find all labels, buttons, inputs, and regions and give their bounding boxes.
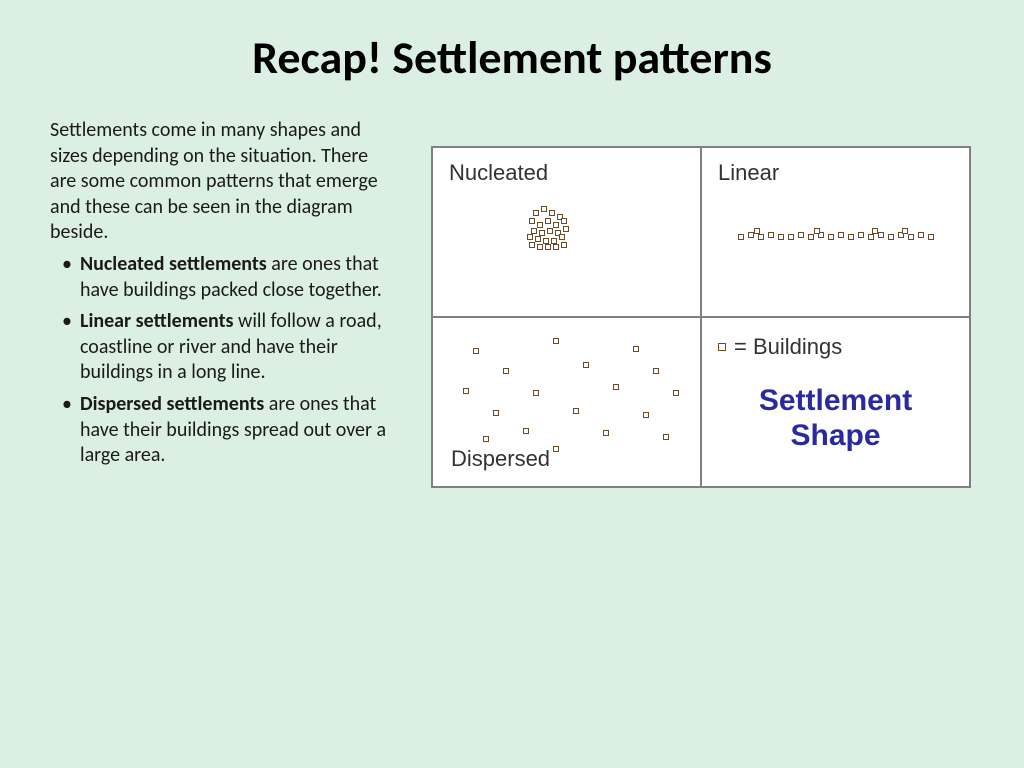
- building-icon: [888, 234, 894, 240]
- cell-nucleated: Nucleated: [432, 147, 701, 317]
- building-icon: [878, 232, 884, 238]
- building-icon: [858, 232, 864, 238]
- building-icon: [603, 430, 609, 436]
- building-icon: [463, 388, 469, 394]
- building-icon: [541, 206, 547, 212]
- bullet-item: Dispersed settlements are ones that have…: [80, 392, 395, 469]
- text-column: Settlements come in many shapes and size…: [50, 118, 395, 475]
- diagram-title: Settlement Shape: [718, 384, 953, 453]
- building-icon: [738, 234, 744, 240]
- building-icon: [559, 234, 565, 240]
- building-icon: [527, 234, 533, 240]
- building-icon: [754, 228, 760, 234]
- building-icon: [872, 228, 878, 234]
- building-icon: [535, 236, 541, 242]
- building-icon: [545, 244, 551, 250]
- bullet-item: Linear settlements will follow a road, c…: [80, 309, 395, 386]
- building-icon: [838, 232, 844, 238]
- bullet-bold: Nucleated settlements: [80, 252, 267, 276]
- cell-dispersed: Dispersed: [432, 317, 701, 487]
- building-icon: [673, 390, 679, 396]
- building-icon: [561, 218, 567, 224]
- building-icon: [583, 362, 589, 368]
- building-icon: [928, 234, 934, 240]
- building-icon: [533, 210, 539, 216]
- building-icon: [483, 436, 489, 442]
- building-icon: [549, 210, 555, 216]
- building-icon: [553, 446, 559, 452]
- building-icon: [613, 384, 619, 390]
- bullet-bold: Linear settlements: [80, 309, 234, 333]
- building-icon: [573, 408, 579, 414]
- building-icon: [808, 234, 814, 240]
- building-icon: [533, 390, 539, 396]
- building-icon: [545, 218, 551, 224]
- building-icon: [529, 218, 535, 224]
- building-icon: [908, 234, 914, 240]
- building-icon: [918, 232, 924, 238]
- building-icon: [643, 412, 649, 418]
- building-icon: [473, 348, 479, 354]
- linear-shape: [702, 148, 969, 316]
- building-icon: [798, 232, 804, 238]
- intro-paragraph: Settlements come in many shapes and size…: [50, 118, 395, 246]
- cell-linear: Linear: [701, 147, 970, 317]
- bullet-list: Nucleated settlements are ones that have…: [50, 252, 395, 469]
- building-icon: [547, 228, 553, 234]
- building-icon: [653, 368, 659, 374]
- slide-title: Recap! Settlement patterns: [50, 30, 974, 86]
- cell-legend: = Buildings Settlement Shape: [701, 317, 970, 487]
- building-icon: [868, 234, 874, 240]
- building-icon: [828, 234, 834, 240]
- diagram-column: Nucleated Linear Dispersed = Buildings: [431, 118, 974, 488]
- building-icon: [778, 234, 784, 240]
- legend-text: = Buildings: [734, 334, 842, 360]
- building-icon: [503, 368, 509, 374]
- building-icon: [902, 228, 908, 234]
- building-icon: [561, 242, 567, 248]
- cell-label-dispersed: Dispersed: [451, 446, 550, 472]
- building-icon: [768, 232, 774, 238]
- building-icon: [493, 410, 499, 416]
- building-icon: [553, 244, 559, 250]
- building-icon: [848, 234, 854, 240]
- building-icon: [718, 343, 726, 351]
- building-icon: [523, 428, 529, 434]
- building-icon: [633, 346, 639, 352]
- bullet-bold: Dispersed settlements: [80, 392, 264, 416]
- building-icon: [553, 338, 559, 344]
- building-icon: [529, 242, 535, 248]
- content-row: Settlements come in many shapes and size…: [50, 118, 974, 488]
- building-icon: [563, 226, 569, 232]
- slide: Recap! Settlement patterns Settlements c…: [0, 0, 1024, 768]
- building-icon: [553, 222, 559, 228]
- legend-row: = Buildings: [718, 334, 953, 360]
- bullet-item: Nucleated settlements are ones that have…: [80, 252, 395, 303]
- building-icon: [537, 244, 543, 250]
- building-icon: [663, 434, 669, 440]
- building-icon: [814, 228, 820, 234]
- nucleated-shape: [433, 148, 700, 316]
- settlement-diagram: Nucleated Linear Dispersed = Buildings: [431, 146, 971, 488]
- building-icon: [758, 234, 764, 240]
- building-icon: [788, 234, 794, 240]
- building-icon: [537, 222, 543, 228]
